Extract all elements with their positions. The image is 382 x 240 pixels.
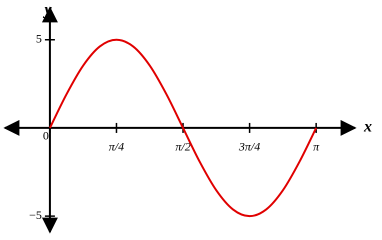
y-tick-label: −5 (29, 208, 42, 222)
x-tick-label: π/4 (109, 140, 124, 154)
x-tick-label: π/2 (175, 140, 190, 154)
x-tick-label: 3π/4 (238, 140, 260, 154)
x-tick-label: 0 (43, 129, 49, 143)
x-tick-label: π (313, 140, 320, 154)
y-axis-label: y (42, 2, 52, 19)
y-tick-label: 5 (36, 31, 42, 45)
x-axis-label: x (363, 119, 372, 136)
curve (49, 38, 318, 218)
